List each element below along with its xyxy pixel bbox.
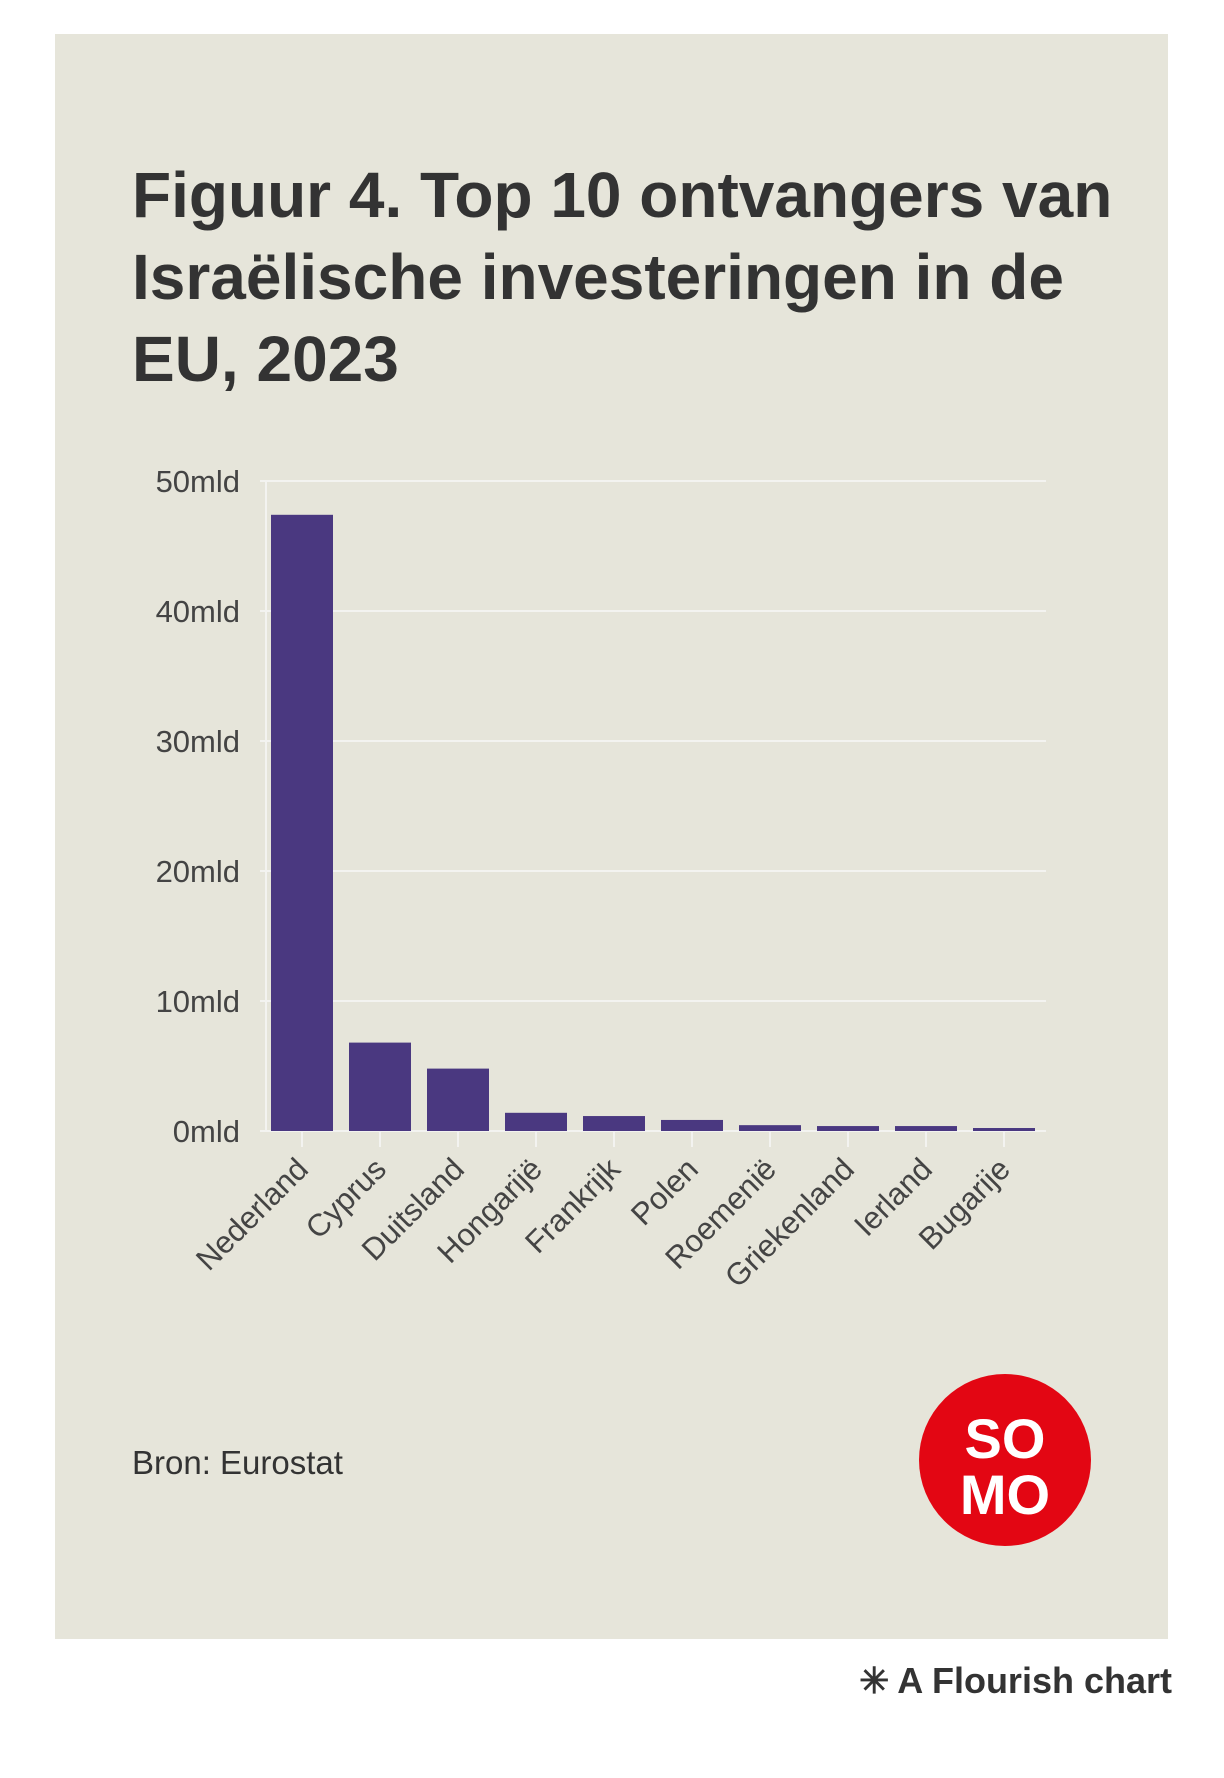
source-note: Bron: Eurostat <box>132 1444 343 1481</box>
bar-frankrijk <box>583 1116 645 1131</box>
bar-cyprus <box>349 1042 411 1131</box>
bar-polen <box>661 1119 723 1131</box>
bar-nederland <box>271 514 333 1131</box>
flourish-credit-label: A Flourish chart <box>897 1660 1172 1701</box>
y-tick-label: 50mld <box>156 464 240 499</box>
flourish-credit[interactable]: ✳ A Flourish chart <box>859 1660 1172 1702</box>
bar-bugarije <box>973 1128 1035 1131</box>
x-tick-label: Nederland <box>189 1151 315 1277</box>
bar-chart: 0mld10mld20mld30mld40mld50mldNederlandCy… <box>156 464 1046 1294</box>
y-tick-label: 20mld <box>156 854 240 889</box>
chart-title: Figuur 4. Top 10 ontvangers van Israëlis… <box>132 159 1113 395</box>
svg-text:SO: SO <box>965 1407 1046 1470</box>
y-tick-label: 10mld <box>156 984 240 1019</box>
flourish-asterisk-icon: ✳ <box>859 1660 890 1701</box>
bar-roemenië <box>739 1125 801 1131</box>
bar-ierland <box>895 1126 957 1131</box>
svg-text:MO: MO <box>960 1463 1050 1526</box>
chart-card: Figuur 4. Top 10 ontvangers van Israëlis… <box>55 34 1168 1639</box>
somo-logo: SO MO <box>919 1374 1091 1546</box>
y-tick-label: 0mld <box>173 1114 240 1149</box>
bar-griekenland <box>817 1126 879 1131</box>
bar-duitsland <box>427 1068 489 1131</box>
bar-hongarijë <box>505 1112 567 1131</box>
y-tick-label: 40mld <box>156 594 240 629</box>
y-tick-label: 30mld <box>156 724 240 759</box>
